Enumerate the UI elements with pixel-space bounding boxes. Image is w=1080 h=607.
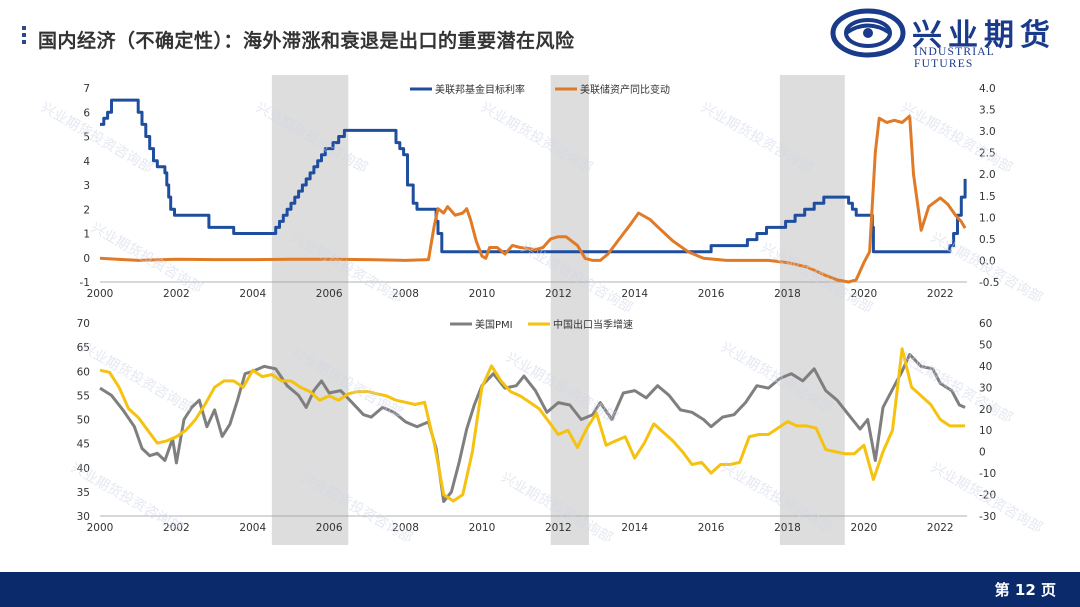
y-left-tick-label: 1: [83, 229, 90, 241]
y-right-tick-label: 40: [979, 361, 992, 373]
y-left-tick-label: 4: [83, 156, 90, 168]
watermark-text: 兴业期货投资咨询部: [898, 349, 1016, 427]
x-tick-label: 2016: [698, 522, 725, 534]
x-tick-label: 2018: [774, 288, 801, 300]
x-tick-label: 2012: [545, 288, 572, 300]
series-line-0-0: [100, 98, 967, 254]
x-tick-label: 2014: [621, 522, 648, 534]
x-tick-label: 2022: [927, 522, 954, 534]
y-right-tick-label: 50: [979, 339, 992, 351]
y-right-tick-label: -20: [979, 490, 996, 502]
y-left-tick-label: 55: [77, 390, 90, 402]
y-left-tick-label: -1: [80, 277, 90, 289]
x-tick-label: 2000: [87, 288, 114, 300]
x-tick-label: 2016: [698, 288, 725, 300]
y-left-tick-label: 2: [83, 204, 90, 216]
x-tick-label: 2004: [239, 522, 266, 534]
y-right-tick-label: 3.5: [979, 105, 996, 117]
charts-canvas: 2000 2002 2004 2006 2008 2010 2012 2014 2016 2018…: [38, 75, 1046, 546]
logo-name-en: INDUSTRIAL FUTURES: [914, 46, 995, 70]
x-tick-label: 2020: [851, 288, 878, 300]
legend-label: 中国出口当季增速: [553, 318, 633, 331]
y-right-tick-label: 60: [979, 318, 992, 330]
x-tick-label: 2008: [392, 522, 419, 534]
logo-name-cn: 兴业期货: [912, 18, 1056, 53]
y-left-tick-label: 3: [83, 180, 90, 192]
x-tick-label: 2004: [239, 288, 266, 300]
x-tick-label: 2002: [163, 288, 190, 300]
y-left-tick-label: 45: [77, 439, 90, 451]
title-marker: [22, 26, 30, 48]
series-line-1-0: [99, 352, 966, 503]
series-line-1-1: [99, 347, 966, 503]
x-tick-label: 2008: [392, 288, 419, 300]
y-left-tick-label: 40: [77, 463, 90, 475]
company-logo: 兴业期货 INDUSTRIAL FUTURES: [830, 8, 1058, 70]
y-right-tick-label: 2.5: [979, 148, 996, 160]
y-right-tick-label: -0.5: [979, 277, 1000, 289]
y-right-tick-label: 3.0: [979, 126, 996, 138]
page-number: 第 12 页: [994, 581, 1056, 599]
footer-bar: [0, 572, 1080, 607]
shaded-period-0: [271, 75, 349, 545]
y-right-tick-label: 4.0: [979, 83, 996, 95]
y-left-tick-label: 50: [77, 415, 90, 427]
x-tick-label: 2020: [851, 522, 878, 534]
y-right-tick-label: 0.0: [979, 255, 996, 267]
x-tick-label: 2006: [316, 522, 343, 534]
x-tick-label: 2006: [316, 288, 343, 300]
x-tick-label: 2010: [469, 288, 496, 300]
x-tick-label: 2000: [87, 522, 114, 534]
slide-title: 国内经济（不确定性）：海外滞涨和衰退是出口的重要潜在风险: [38, 30, 575, 52]
shaded-period-2: [779, 75, 845, 545]
y-right-tick-label: 20: [979, 404, 992, 416]
x-tick-label: 2012: [545, 522, 572, 534]
y-right-tick-label: 10: [979, 425, 992, 437]
x-tick-label: 2002: [163, 522, 190, 534]
watermark-text: 兴业期货投资咨询部: [78, 339, 196, 417]
y-left-tick-label: 5: [83, 132, 90, 144]
y-right-tick-label: -10: [979, 468, 996, 480]
x-tick-label: 2010: [469, 522, 496, 534]
y-left-tick-label: 65: [77, 342, 90, 354]
y-right-tick-label: 2.0: [979, 169, 996, 181]
x-tick-label: 2022: [927, 288, 954, 300]
x-tick-label: 2018: [774, 522, 801, 534]
y-left-tick-label: 70: [77, 318, 90, 330]
y-right-tick-label: 0: [979, 447, 986, 459]
y-right-tick-label: 1.5: [979, 191, 996, 203]
legend-label: 美联邦基金目标利率: [435, 83, 525, 96]
y-left-tick-label: 7: [83, 83, 90, 95]
logo-emblem-icon: [830, 8, 906, 58]
y-left-tick-label: 35: [77, 487, 90, 499]
y-left-tick-label: 30: [77, 511, 90, 523]
y-right-tick-label: 1.0: [979, 212, 996, 224]
y-right-tick-label: 30: [979, 382, 992, 394]
y-right-tick-label: -30: [979, 511, 996, 523]
legend-label: 美联储资产同比变动: [580, 83, 670, 96]
legend-label: 美国PMI: [475, 318, 513, 331]
x-tick-label: 2014: [621, 288, 648, 300]
y-left-tick-label: 60: [77, 366, 90, 378]
shaded-period-1: [550, 75, 589, 545]
y-left-tick-label: 0: [83, 253, 90, 265]
y-left-tick-label: 6: [83, 107, 90, 119]
series-line-0-1: [99, 114, 967, 284]
watermark-text: 兴业期货投资咨询部: [898, 99, 1016, 177]
y-right-tick-label: 0.5: [979, 234, 996, 246]
